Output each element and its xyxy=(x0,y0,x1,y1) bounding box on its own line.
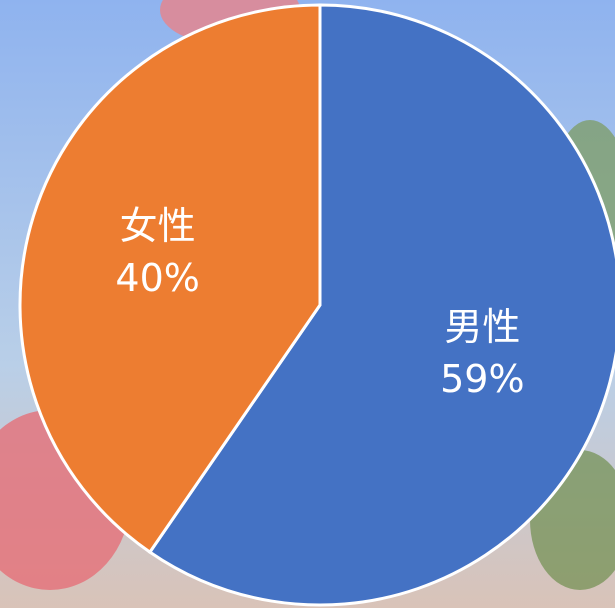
slice-category-label: 女性 xyxy=(120,204,196,248)
pie: 男性 59% 女性 40% xyxy=(20,5,615,605)
slice-value-label: 40% xyxy=(115,256,199,300)
chart: 男性 59% 女性 40% xyxy=(0,0,615,608)
slice-category-label: 男性 xyxy=(444,305,520,349)
slice-value-label: 59% xyxy=(440,357,524,401)
